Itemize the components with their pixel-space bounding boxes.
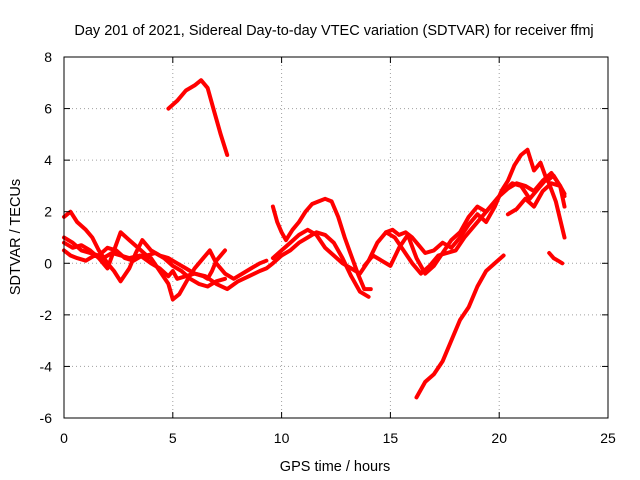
plot-frame <box>63 56 609 419</box>
series-arc-4 <box>62 230 227 289</box>
y-tick-label: 2 <box>44 204 52 220</box>
series-arc-6 <box>270 196 373 292</box>
y-tick-label: 6 <box>44 101 52 117</box>
series-arc-10 <box>414 253 506 400</box>
y-tick-label: 0 <box>44 255 52 271</box>
y-tick-label: 8 <box>44 49 52 65</box>
x-tick-label: 20 <box>491 430 507 446</box>
y-tick-label: -2 <box>40 307 53 323</box>
x-tick-label: 10 <box>274 430 290 446</box>
series-arc-9 <box>384 147 567 255</box>
x-axis-label: GPS time / hours <box>280 459 390 475</box>
x-tick-label: 0 <box>60 430 68 446</box>
chart-title: Day 201 of 2021, Sidereal Day-to-day VTE… <box>74 23 593 39</box>
data-series <box>62 78 567 400</box>
y-tick-label: -4 <box>40 358 53 374</box>
series-arc-5 <box>166 78 230 157</box>
series-arc-1 <box>62 230 371 299</box>
x-tick-label: 25 <box>600 430 616 446</box>
grid-lines <box>64 57 608 418</box>
y-tick-label: -6 <box>40 410 53 426</box>
series-arc-2 <box>62 235 269 302</box>
axis-ticks: 0 5 10 15 20 25 -6 -4 -2 0 2 4 6 8 <box>40 49 616 446</box>
y-axis-label: SDTVAR / TECUs <box>8 179 24 295</box>
series-arc-3 <box>62 209 227 284</box>
series-arc-11 <box>547 251 565 266</box>
x-tick-label: 5 <box>169 430 177 446</box>
x-tick-label: 15 <box>383 430 399 446</box>
series-arc-12 <box>505 181 567 217</box>
y-tick-label: 4 <box>44 152 52 168</box>
series-arc-8 <box>362 176 567 276</box>
